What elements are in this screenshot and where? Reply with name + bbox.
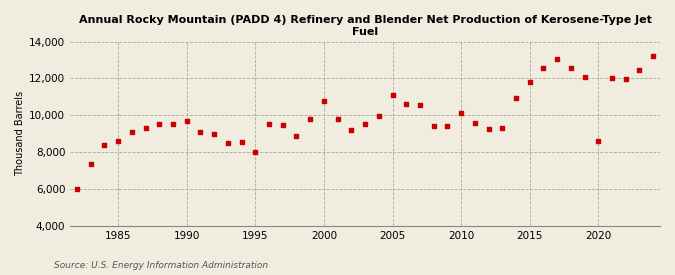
Point [332,117,343,121]
Title: Annual Rocky Mountain (PADD 4) Refinery and Blender Net Production of Kerosene-T: Annual Rocky Mountain (PADD 4) Refinery … [79,15,651,37]
Point [456,111,466,116]
Point [154,122,165,127]
Point [113,139,124,143]
Point [373,114,384,119]
Point [277,123,288,128]
Point [442,124,453,128]
Point [195,130,206,134]
Point [85,162,96,166]
Point [414,103,425,107]
Point [387,93,398,97]
Y-axis label: Thousand Barrels: Thousand Barrels [15,91,25,176]
Point [497,126,508,130]
Point [469,120,480,125]
Point [126,130,137,134]
Point [72,187,82,192]
Point [401,102,412,106]
Point [291,134,302,139]
Point [140,126,151,130]
Point [524,80,535,84]
Point [223,141,234,145]
Point [236,140,247,144]
Point [319,98,329,103]
Point [579,74,590,79]
Point [551,57,562,61]
Point [566,66,576,70]
Point [620,77,631,81]
Point [346,128,357,132]
Point [483,127,494,131]
Point [510,96,521,100]
Point [182,119,192,123]
Point [58,187,69,191]
Text: Source: U.S. Energy Information Administration: Source: U.S. Energy Information Administ… [54,260,268,270]
Point [593,139,603,143]
Point [305,117,316,121]
Point [607,76,618,81]
Point [167,121,178,126]
Point [428,124,439,128]
Point [634,68,645,72]
Point [538,66,549,70]
Point [250,150,261,154]
Point [264,122,275,127]
Point [209,131,219,136]
Point [648,54,659,59]
Point [99,142,110,147]
Point [360,121,371,126]
